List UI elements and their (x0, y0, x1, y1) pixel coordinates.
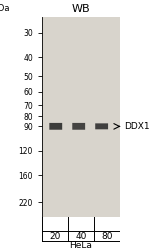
FancyBboxPatch shape (95, 123, 108, 129)
Text: kDa: kDa (0, 4, 10, 13)
Text: HeLa: HeLa (70, 241, 92, 249)
Text: 80: 80 (101, 232, 113, 241)
Text: 40: 40 (75, 232, 87, 241)
Text: 20: 20 (49, 232, 61, 241)
FancyBboxPatch shape (72, 123, 85, 130)
Text: DDX1: DDX1 (125, 122, 150, 131)
FancyBboxPatch shape (49, 123, 62, 130)
Title: WB: WB (72, 4, 90, 14)
